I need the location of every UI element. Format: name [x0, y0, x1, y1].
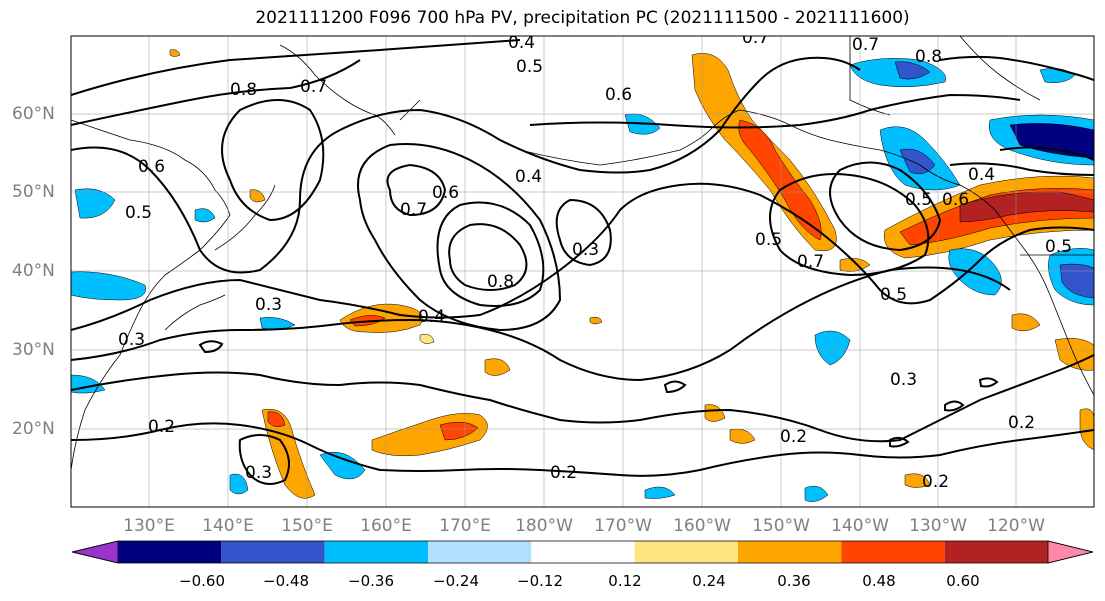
colorbar-segment	[118, 541, 222, 563]
lat-label-20: 20°N	[12, 419, 55, 439]
lon-label-120w: 120°W	[987, 516, 1045, 536]
map-frame	[70, 35, 1095, 508]
pv-contours	[71, 39, 1094, 485]
contour-label: 0.4	[968, 165, 995, 185]
contour-label: 0.6	[605, 85, 632, 105]
contour-label: 0.5	[880, 285, 907, 305]
lat-label-40: 40°N	[12, 261, 55, 281]
contour-label: 0.2	[1008, 413, 1035, 433]
colorbar-tick-6: 0.12	[608, 572, 642, 590]
contour-label: 0.2	[148, 417, 175, 437]
contour-label: 0.8	[487, 272, 514, 292]
contour-label: 0.5	[905, 190, 932, 210]
colorbar-tick-1: −0.60	[179, 572, 225, 590]
colorbar-tick-10: 0.60	[946, 572, 980, 590]
colorbar-segment	[428, 541, 532, 563]
contour-label: 0.2	[550, 463, 577, 483]
contour-label: 0.2	[780, 427, 807, 447]
contour-label: 0.8	[230, 80, 257, 100]
colorbar-segment	[634, 541, 738, 563]
lon-label-150w: 150°W	[752, 516, 810, 536]
colorbar-extend-high	[1047, 540, 1094, 564]
contour-label: 0.8	[915, 47, 942, 67]
colorbar-segment	[944, 541, 1048, 563]
colorbar-tick-9: 0.48	[862, 572, 896, 590]
contour-label: 0.7	[742, 28, 769, 48]
contour-label: 0.3	[255, 295, 282, 315]
lon-label-150e: 150°E	[281, 516, 333, 536]
lat-label-60: 60°N	[12, 104, 55, 124]
contour-label: 0.5	[1045, 237, 1072, 257]
map-area: 0.8 0.7 0.6 0.5 0.4 0.3 0.2 0.7 0.6 0.7 …	[71, 28, 1094, 507]
contour-label: 0.4	[508, 33, 535, 53]
contour-label: 0.6	[432, 183, 459, 203]
contour-labels: 0.8 0.7 0.6 0.5 0.4 0.3 0.2 0.7 0.6 0.7 …	[118, 28, 1072, 492]
colorbar-tick-2: −0.48	[263, 572, 309, 590]
colorbar-tick-5: −0.12	[517, 572, 563, 590]
contour-label: 0.3	[890, 370, 917, 390]
contour-label: 0.7	[400, 200, 427, 220]
lon-label-180w: 180°W	[515, 516, 573, 536]
contour-label: 0.4	[515, 167, 542, 187]
colorbar-tick-8: 0.36	[777, 572, 811, 590]
map-title: 2021111200 F096 700 hPa PV, precipitatio…	[255, 8, 910, 28]
colorbar-outline	[71, 540, 1094, 564]
lat-label-30: 30°N	[12, 340, 55, 360]
contour-label: 0.7	[300, 77, 327, 97]
contour-label: 0.4	[418, 307, 445, 327]
contour-label: 0.5	[516, 57, 543, 77]
lon-label-170w: 170°W	[594, 516, 652, 536]
lon-label-160w: 160°W	[673, 516, 731, 536]
contour-label: 0.6	[942, 190, 969, 210]
lon-label-130w: 130°W	[909, 516, 967, 536]
lon-label-170e: 170°E	[439, 516, 491, 536]
colorbar-extend-low	[71, 540, 119, 564]
colorbar-segment	[738, 541, 842, 563]
contour-label: 0.3	[118, 330, 145, 350]
lat-label-50: 50°N	[12, 182, 55, 202]
colorbar-tick-7: 0.24	[692, 572, 726, 590]
colorbar-segment	[531, 541, 635, 563]
colorbar-tick-4: −0.24	[433, 572, 479, 590]
colorbar-segment	[324, 541, 428, 563]
contour-label: 0.3	[572, 240, 599, 260]
colorbar-segment	[221, 541, 325, 563]
lon-label-130e: 130°E	[123, 516, 175, 536]
contour-label: 0.3	[245, 463, 272, 483]
contour-label: 0.5	[125, 203, 152, 223]
contour-label: 0.6	[138, 157, 165, 177]
contour-label: 0.7	[797, 252, 824, 272]
lon-label-140w: 140°W	[831, 516, 889, 536]
colorbar-segment	[841, 541, 945, 563]
contour-label: 0.7	[852, 35, 879, 55]
lon-label-140e: 140°E	[202, 516, 254, 536]
lon-label-160e: 160°E	[360, 516, 412, 536]
colorbar	[71, 540, 1094, 564]
contour-label: 0.2	[922, 472, 949, 492]
contour-label: 0.5	[755, 230, 782, 250]
colorbar-tick-3: −0.36	[348, 572, 394, 590]
